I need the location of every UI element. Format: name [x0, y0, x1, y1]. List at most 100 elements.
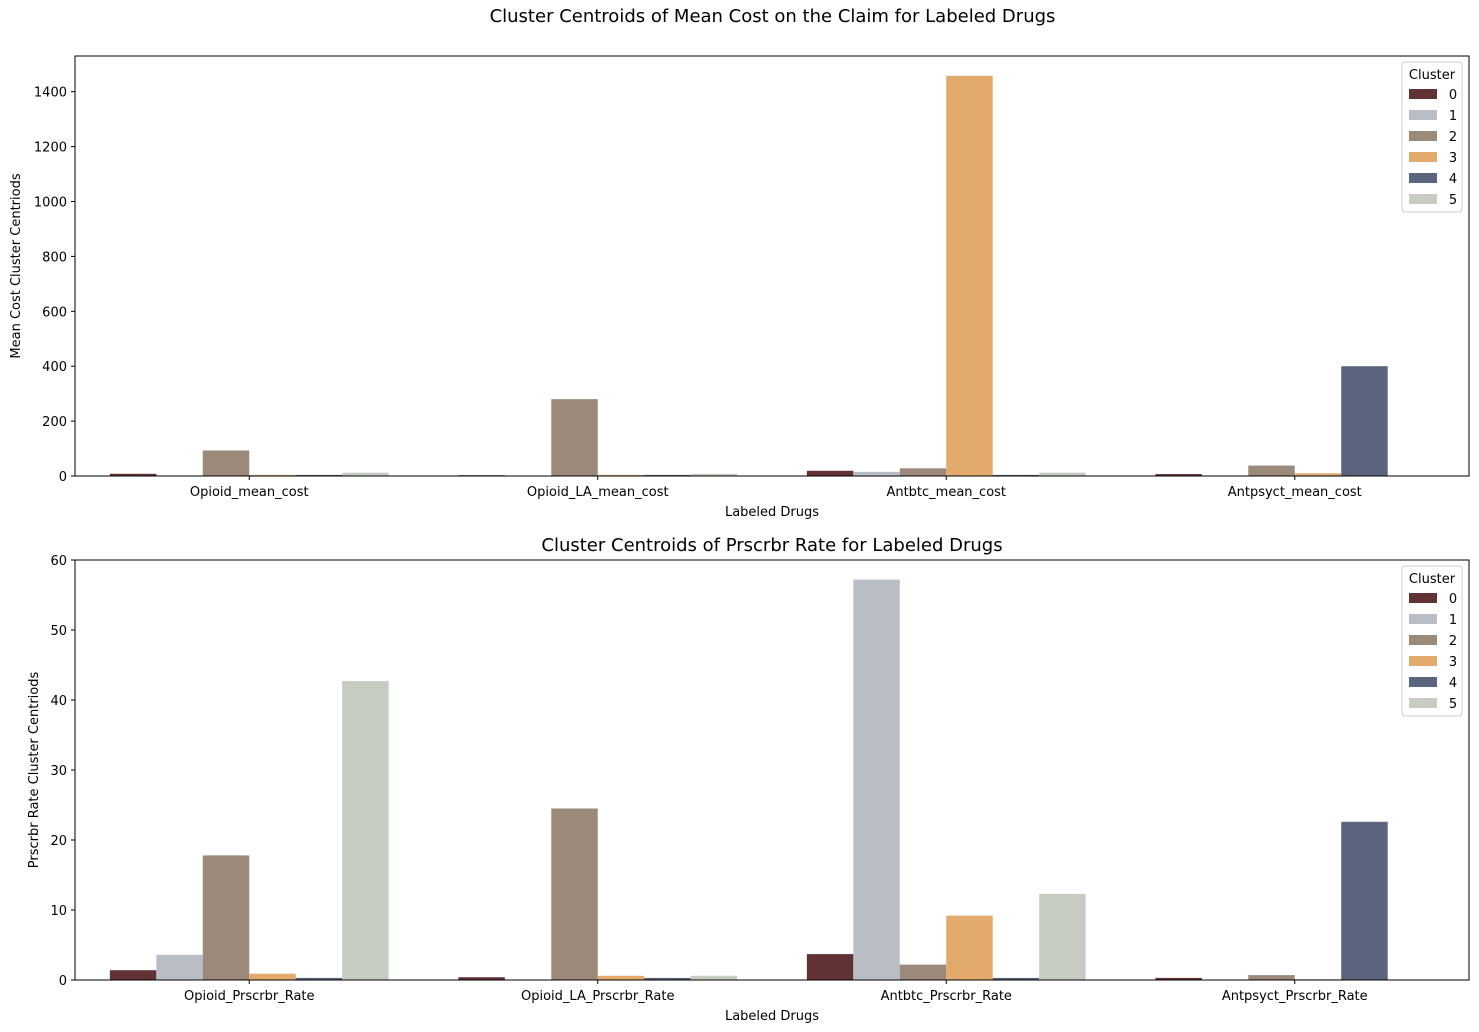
legend-label-1: 1 — [1449, 613, 1457, 628]
bar-Antbtc_Prscrbr_Rate-cluster-3 — [946, 915, 993, 980]
bar-Antpsyct_Prscrbr_Rate-cluster-0 — [1155, 977, 1202, 980]
legend-swatch-5 — [1409, 698, 1437, 708]
legend: Cluster 0 1 2 3 4 5 — [1401, 61, 1463, 213]
legend-label-5: 5 — [1449, 697, 1457, 712]
x-tick-label: Opioid_LA_Prscrbr_Rate — [521, 989, 674, 1004]
bar-Opioid_LA_Prscrbr_Rate-cluster-0 — [458, 977, 505, 980]
y-tick-label: 40 — [50, 694, 67, 709]
y-axis-label: Prscrbr Rate Cluster Centriods — [27, 672, 42, 869]
x-tick-label: Opioid_Prscrbr_Rate — [184, 989, 315, 1004]
legend-label-3: 3 — [1449, 655, 1457, 670]
x-axis-label: Labeled Drugs — [725, 1009, 819, 1024]
axes-frame — [74, 559, 1470, 981]
legend-swatch-4 — [1409, 173, 1437, 183]
bar-Opioid_mean_cost-cluster-4 — [295, 474, 343, 476]
y-tick-label: 1200 — [34, 141, 67, 156]
bar-Antbtc_mean_cost-cluster-0 — [806, 470, 854, 476]
legend-swatch-3 — [1409, 656, 1437, 666]
y-axis-label: Mean Cost Cluster Centriods — [9, 173, 24, 358]
y-tick-label: 50 — [50, 624, 67, 639]
bar-Opioid_mean_cost-cluster-2 — [202, 450, 250, 476]
bar-Opioid_LA_mean_cost-cluster-5 — [690, 473, 738, 476]
bar-Opioid_mean_cost-cluster-5 — [342, 472, 389, 476]
bar-Opioid_Prscrbr_Rate-cluster-1 — [156, 954, 203, 980]
y-tick-label: 200 — [42, 415, 67, 430]
bar-Opioid_LA_mean_cost-cluster-2 — [551, 399, 598, 476]
y-tick-label: 1400 — [34, 86, 67, 101]
legend-label-5: 5 — [1449, 193, 1457, 208]
bar-Antpsyct_Prscrbr_Rate-cluster-4 — [1341, 821, 1388, 980]
bar-Antbtc_Prscrbr_Rate-cluster-2 — [899, 964, 947, 980]
x-axis-label: Labeled Drugs — [725, 505, 819, 520]
bar-Opioid_mean_cost-cluster-3 — [249, 474, 296, 476]
x-tick-label: Antpsyct_Prscrbr_Rate — [1222, 989, 1368, 1004]
x-tick-label: Antpsyct_mean_cost — [1228, 485, 1362, 500]
legend-swatch-0 — [1409, 593, 1437, 603]
legend-label-1: 1 — [1449, 109, 1457, 124]
bar-Opioid_LA_Prscrbr_Rate-cluster-4 — [644, 977, 691, 980]
y-tick-label: 0 — [59, 974, 67, 989]
y-tick-label: 30 — [50, 764, 67, 779]
bar-Opioid_Prscrbr_Rate-cluster-2 — [202, 855, 250, 980]
bar-Opioid_LA_Prscrbr_Rate-cluster-3 — [597, 975, 645, 980]
x-tick-label: Opioid_mean_cost — [190, 485, 309, 500]
legend-swatch-2 — [1409, 131, 1437, 141]
legend-label-3: 3 — [1449, 151, 1457, 166]
bar-Antbtc_mean_cost-cluster-2 — [899, 468, 947, 476]
legend-swatch-4 — [1409, 677, 1437, 687]
legend-label-4: 4 — [1449, 172, 1457, 187]
bar-Antbtc_mean_cost-cluster-3 — [946, 75, 993, 476]
bar-Opioid_LA_Prscrbr_Rate-cluster-2 — [551, 808, 598, 980]
y-tick-label: 800 — [42, 250, 67, 265]
bar-Opioid_LA_mean_cost-cluster-3 — [597, 474, 645, 476]
chart-panel-0: 0 200 400 600 800 1000 1200 1400 Opioid_mean_cos… — [9, 55, 1470, 520]
bar-Antbtc_mean_cost-cluster-4 — [992, 474, 1040, 476]
y-tick-label: 10 — [50, 904, 67, 919]
legend-swatch-1 — [1409, 110, 1437, 120]
bar-Opioid_LA_mean_cost-cluster-4 — [644, 474, 691, 476]
y-tick-label: 400 — [42, 360, 67, 375]
legend-label-2: 2 — [1449, 130, 1457, 145]
bar-Antbtc_Prscrbr_Rate-cluster-5 — [1039, 893, 1086, 980]
bar-Opioid_mean_cost-cluster-0 — [109, 473, 157, 476]
y-tick-label: 60 — [50, 554, 67, 569]
axes-frame — [74, 55, 1470, 477]
bar-Antpsyct_mean_cost-cluster-2 — [1248, 465, 1295, 476]
y-tick-label: 600 — [42, 305, 67, 320]
bar-Opioid_Prscrbr_Rate-cluster-0 — [109, 970, 157, 980]
bar-Antbtc_Prscrbr_Rate-cluster-1 — [853, 579, 900, 980]
y-tick-label: 20 — [50, 834, 67, 849]
legend-title: Cluster — [1409, 572, 1456, 587]
bar-Opioid_Prscrbr_Rate-cluster-3 — [249, 973, 296, 980]
legend-label-4: 4 — [1449, 676, 1457, 691]
y-tick-label: 1000 — [34, 195, 67, 210]
bar-Antpsyct_mean_cost-cluster-0 — [1155, 474, 1202, 476]
legend-swatch-3 — [1409, 152, 1437, 162]
legend-swatch-2 — [1409, 635, 1437, 645]
legend-swatch-1 — [1409, 614, 1437, 624]
bar-Antpsyct_mean_cost-cluster-4 — [1341, 366, 1388, 476]
legend-label-2: 2 — [1449, 634, 1457, 649]
bar-Opioid_Prscrbr_Rate-cluster-4 — [295, 977, 343, 980]
x-tick-label: Opioid_LA_mean_cost — [527, 485, 669, 500]
bar-Opioid_LA_Prscrbr_Rate-cluster-5 — [690, 975, 738, 980]
bar-Antpsyct_mean_cost-cluster-3 — [1294, 473, 1342, 476]
legend-swatch-5 — [1409, 194, 1437, 204]
bar-Antpsyct_Prscrbr_Rate-cluster-2 — [1248, 975, 1295, 980]
x-tick-label: Antbtc_mean_cost — [886, 485, 1006, 500]
bar-Antbtc_mean_cost-cluster-1 — [853, 471, 900, 476]
figure-title: Cluster Centroids of Mean Cost on the Cl… — [489, 6, 1056, 27]
legend-title: Cluster — [1409, 68, 1456, 83]
legend-swatch-0 — [1409, 89, 1437, 99]
bar-Antbtc_Prscrbr_Rate-cluster-0 — [806, 954, 854, 980]
panel-title: Cluster Centroids of Prscrbr Rate for La… — [541, 535, 1002, 556]
legend: Cluster 0 1 2 3 4 5 — [1401, 565, 1463, 717]
bar-Opioid_Prscrbr_Rate-cluster-5 — [342, 681, 389, 980]
legend-label-0: 0 — [1449, 88, 1457, 103]
y-tick-label: 0 — [59, 470, 67, 485]
bar-Antbtc_mean_cost-cluster-5 — [1039, 472, 1086, 476]
bar-Antbtc_Prscrbr_Rate-cluster-4 — [992, 977, 1040, 980]
legend-label-0: 0 — [1449, 592, 1457, 607]
